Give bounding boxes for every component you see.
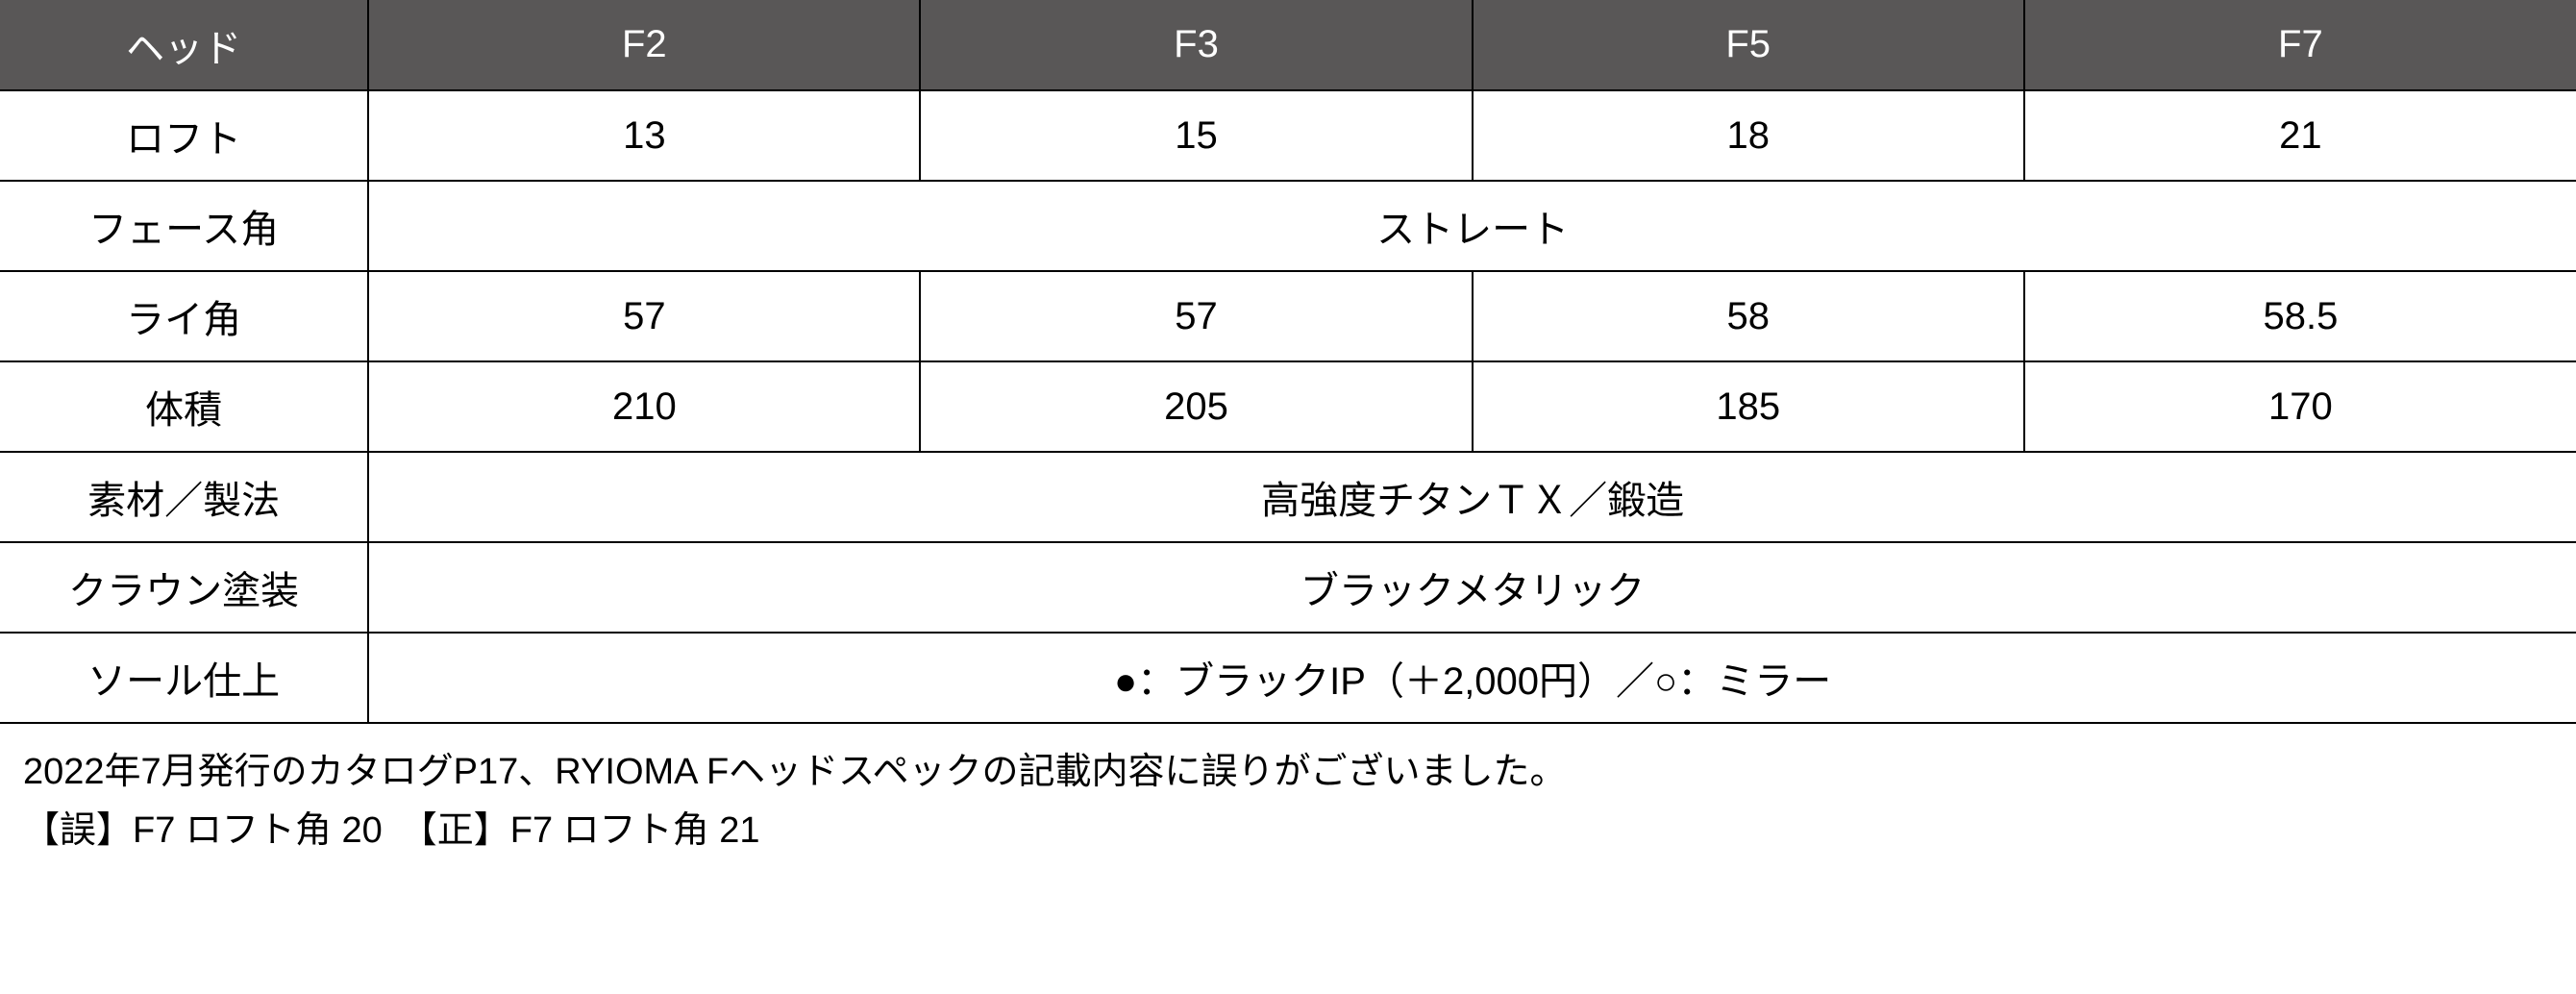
footnote-line: 【誤】F7 ロフト角 20 【正】F7 ロフト角 21	[23, 802, 2553, 860]
table-row: ロフト 13 15 18 21	[0, 90, 2576, 181]
header-cell: ヘッド	[0, 0, 368, 90]
header-cell: F2	[368, 0, 920, 90]
table-row: クラウン塗装 ブラックメタリック	[0, 542, 2576, 633]
cell: 57	[368, 271, 920, 361]
cell: 58.5	[2024, 271, 2576, 361]
cell: 205	[920, 361, 1472, 452]
merged-cell: ストレート	[368, 181, 2576, 271]
merged-cell: 高強度チタンＴＸ／鍛造	[368, 452, 2576, 542]
merged-cell: ブラックメタリック	[368, 542, 2576, 633]
cell: 18	[1473, 90, 2024, 181]
row-label: フェース角	[0, 181, 368, 271]
table-row: ライ角 57 57 58 58.5	[0, 271, 2576, 361]
cell: 210	[368, 361, 920, 452]
cell: 170	[2024, 361, 2576, 452]
table-row: 体積 210 205 185 170	[0, 361, 2576, 452]
cell: 58	[1473, 271, 2024, 361]
cell: 57	[920, 271, 1472, 361]
table-row: フェース角 ストレート	[0, 181, 2576, 271]
merged-cell: ●：ブラックIP（＋2,000円）／○：ミラー	[368, 633, 2576, 723]
cell: 185	[1473, 361, 2024, 452]
header-cell: F7	[2024, 0, 2576, 90]
cell: 13	[368, 90, 920, 181]
row-label: ソール仕上	[0, 633, 368, 723]
table-header-row: ヘッド F2 F3 F5 F7	[0, 0, 2576, 90]
table-row: 素材／製法 高強度チタンＴＸ／鍛造	[0, 452, 2576, 542]
header-cell: F3	[920, 0, 1472, 90]
header-cell: F5	[1473, 0, 2024, 90]
row-label: クラウン塗装	[0, 542, 368, 633]
row-label: ロフト	[0, 90, 368, 181]
table-row: ソール仕上 ●：ブラックIP（＋2,000円）／○：ミラー	[0, 633, 2576, 723]
row-label: ライ角	[0, 271, 368, 361]
cell: 21	[2024, 90, 2576, 181]
cell: 15	[920, 90, 1472, 181]
footnote: 2022年7月発行のカタログP17、RYIOMA Fヘッドスペックの記載内容に誤…	[0, 724, 2576, 860]
footnote-line: 2022年7月発行のカタログP17、RYIOMA Fヘッドスペックの記載内容に誤…	[23, 743, 2553, 802]
row-label: 体積	[0, 361, 368, 452]
row-label: 素材／製法	[0, 452, 368, 542]
spec-table: ヘッド F2 F3 F5 F7 ロフト 13 15 18 21 フェース角 スト…	[0, 0, 2576, 724]
